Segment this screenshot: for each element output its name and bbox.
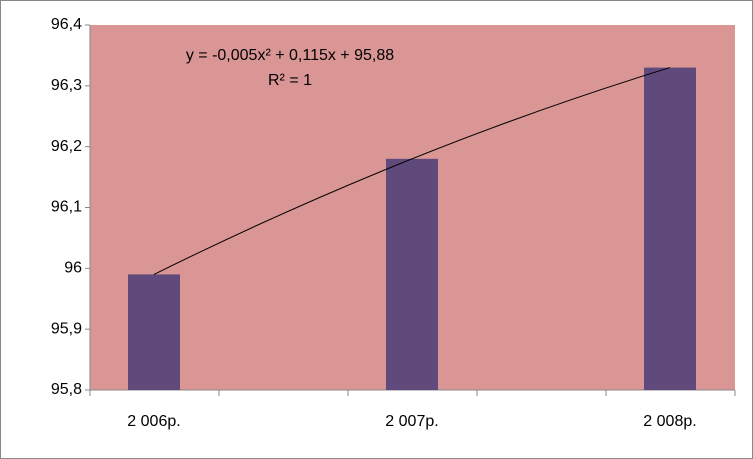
y-tick-label: 96,2 bbox=[51, 138, 82, 155]
trend-r2: R² = 1 bbox=[268, 72, 312, 89]
y-tick-label: 96,1 bbox=[51, 199, 82, 216]
y-tick-label: 96 bbox=[64, 260, 82, 277]
x-tick-label: 2 006р. bbox=[127, 413, 180, 430]
x-tick-label: 2 008р. bbox=[643, 413, 696, 430]
bar bbox=[386, 158, 438, 390]
y-tick-label: 95,8 bbox=[51, 381, 82, 398]
bar bbox=[128, 274, 180, 390]
bar bbox=[644, 67, 696, 390]
y-tick-label: 96,3 bbox=[51, 77, 82, 94]
x-tick-label: 2 007р. bbox=[385, 413, 438, 430]
trendline bbox=[153, 67, 671, 275]
trend-equation: y = -0,005x² + 0,115x + 95,88 bbox=[186, 47, 394, 64]
y-tick-label: 95,9 bbox=[51, 320, 82, 337]
y-tick-label: 96,4 bbox=[51, 16, 82, 33]
